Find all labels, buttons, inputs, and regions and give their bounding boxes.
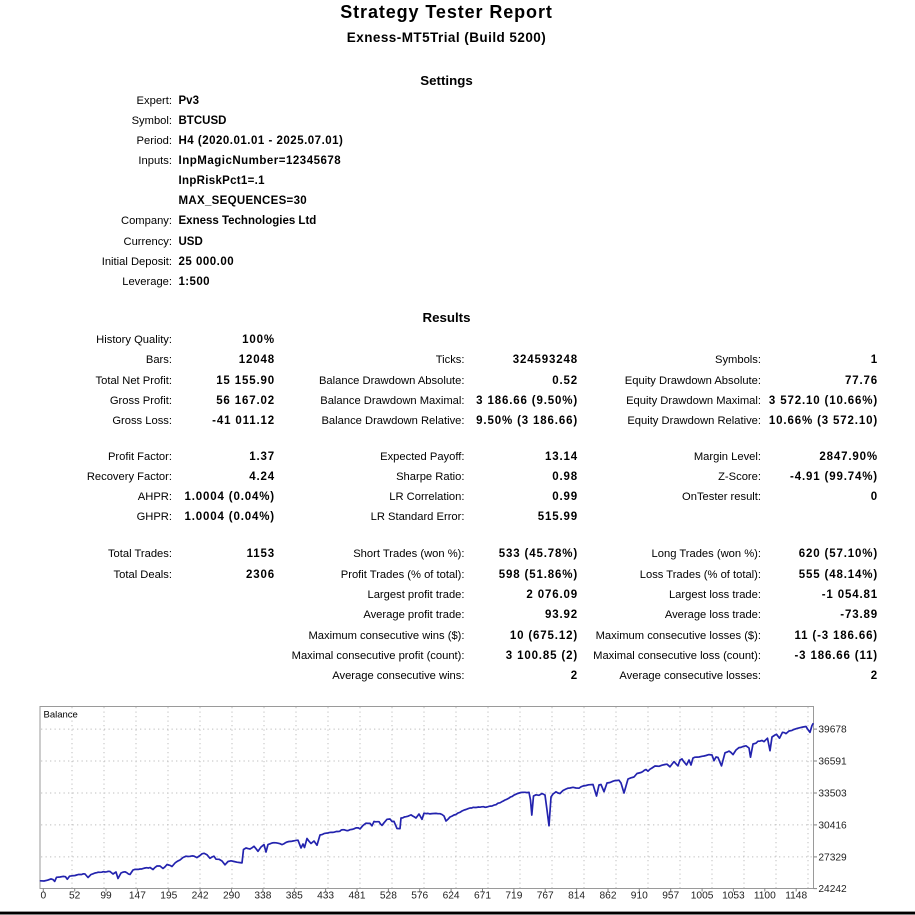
svg-text:1148: 1148 <box>785 891 807 902</box>
svg-text:0: 0 <box>40 891 46 902</box>
svg-text:1100: 1100 <box>754 891 776 902</box>
svg-text:195: 195 <box>160 891 177 902</box>
svg-text:767: 767 <box>537 891 554 902</box>
svg-text:814: 814 <box>568 891 585 902</box>
svg-text:576: 576 <box>411 891 428 902</box>
svg-text:36591: 36591 <box>818 757 847 768</box>
svg-text:528: 528 <box>380 891 397 902</box>
svg-text:433: 433 <box>317 891 334 902</box>
svg-text:290: 290 <box>223 891 240 902</box>
svg-text:27329: 27329 <box>818 853 847 864</box>
svg-text:910: 910 <box>631 891 648 902</box>
svg-text:52: 52 <box>69 891 81 902</box>
svg-text:862: 862 <box>600 891 617 902</box>
svg-text:671: 671 <box>474 891 491 902</box>
svg-text:719: 719 <box>505 891 522 902</box>
svg-text:Balance: Balance <box>44 710 78 721</box>
svg-text:33503: 33503 <box>818 789 847 800</box>
svg-text:30416: 30416 <box>818 821 847 832</box>
svg-text:338: 338 <box>254 891 271 902</box>
svg-text:1005: 1005 <box>691 891 714 902</box>
svg-text:242: 242 <box>192 891 209 902</box>
svg-text:1053: 1053 <box>722 891 745 902</box>
svg-text:39678: 39678 <box>818 725 847 736</box>
svg-text:24242: 24242 <box>818 884 847 895</box>
svg-text:99: 99 <box>100 891 112 902</box>
svg-text:624: 624 <box>443 891 460 902</box>
svg-text:957: 957 <box>662 891 679 902</box>
svg-text:481: 481 <box>349 891 366 902</box>
svg-text:147: 147 <box>129 891 146 902</box>
svg-text:385: 385 <box>286 891 303 902</box>
